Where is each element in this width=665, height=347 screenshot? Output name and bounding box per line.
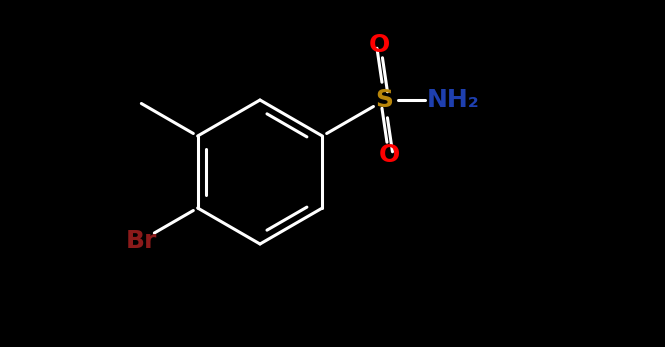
Text: O: O: [379, 143, 400, 167]
Text: O: O: [369, 33, 390, 57]
Text: Br: Br: [126, 229, 157, 253]
Text: NH₂: NH₂: [427, 88, 479, 112]
Text: S: S: [376, 88, 394, 112]
